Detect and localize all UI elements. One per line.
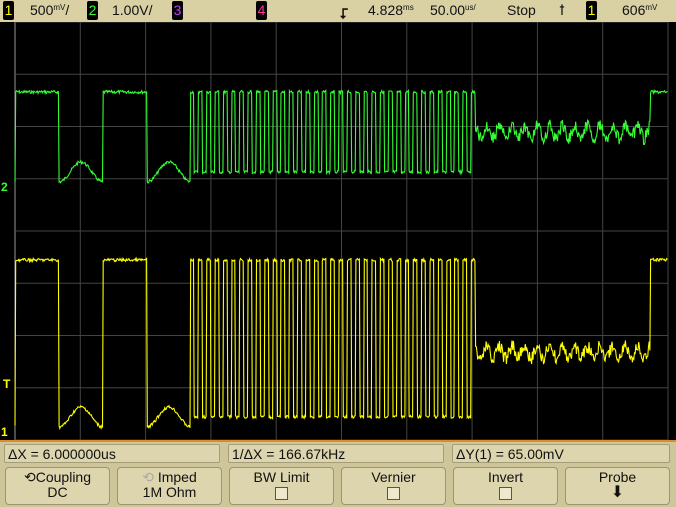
run-state: Stop — [507, 2, 536, 18]
ch1-ground-marker[interactable]: 1 — [1, 425, 8, 439]
trigger-position-icon: ⮦ — [340, 5, 349, 21]
rising-edge-icon: ꝉ — [559, 2, 565, 18]
invert-label: Invert — [487, 469, 523, 485]
vernier-label: Vernier — [371, 469, 416, 485]
vernier-checkbox[interactable] — [387, 487, 400, 500]
ch2-ground-marker[interactable]: 2 — [1, 180, 8, 194]
timebase-unit: us/ — [465, 3, 476, 12]
trigger-level-marker[interactable]: T — [3, 377, 11, 391]
vernier-softkey[interactable]: Vernier — [341, 467, 446, 505]
timebase-value: 50.00 — [430, 2, 466, 18]
timebase-readout: 50.00us/ — [430, 2, 476, 18]
ch2-waveform — [14, 88, 668, 184]
bw-limit-label: BW Limit — [253, 469, 310, 485]
ch1-indicator[interactable]: 1 — [3, 1, 14, 20]
coupling-value: DC — [47, 484, 68, 500]
down-arrow-icon: ⬇ — [610, 484, 625, 501]
bw-limit-checkbox[interactable] — [275, 487, 288, 500]
delay-unit: ms — [403, 3, 414, 12]
divider — [0, 440, 676, 442]
ch1-scale-unit: mV — [53, 3, 66, 12]
status-bar: 1 500mV/ 2 1.00V/ 3 4 ⮦ 4.828ms 50.00us/… — [0, 0, 676, 22]
trigger-level: 606mV — [622, 2, 657, 18]
coupling-label: Coupling — [35, 469, 91, 485]
trigger-level-unit: mV — [645, 3, 658, 12]
ch2-scale: 1.00V/ — [112, 2, 153, 18]
waveform-display: 2 T 1 — [0, 21, 676, 441]
ch2-indicator[interactable]: 2 — [87, 1, 98, 20]
invert-checkbox[interactable] — [499, 487, 512, 500]
ch1-scale: 500mV/ — [30, 2, 70, 18]
delta-y-readout: ΔY(1) = 65.00mV — [452, 444, 670, 463]
probe-label: Probe — [598, 469, 637, 485]
inv-delta-x-readout: 1/ΔX = 166.67kHz — [228, 444, 444, 463]
coupling-softkey[interactable]: ⟲Coupling DC — [5, 467, 110, 505]
ch1-waveform — [14, 256, 668, 431]
trigger-level-value: 606 — [622, 2, 646, 18]
ch1-scale-value: 500 — [30, 2, 54, 18]
impedance-softkey[interactable]: ⟲ Imped 1M Ohm — [117, 467, 222, 505]
softkey-panel: ΔX = 6.000000us 1/ΔX = 166.67kHz ΔY(1) =… — [0, 442, 676, 507]
rotary-knob-icon: ⟲ — [142, 469, 154, 485]
imped-value: 1M Ohm — [142, 484, 197, 500]
delay-value: 4.828 — [368, 2, 404, 18]
ch3-indicator[interactable]: 3 — [172, 1, 183, 20]
probe-softkey[interactable]: Probe ⬇ — [565, 467, 670, 505]
ch4-indicator[interactable]: 4 — [256, 1, 267, 20]
delay-readout: 4.828ms — [368, 2, 414, 18]
rotary-knob-icon: ⟲ — [24, 469, 36, 485]
invert-softkey[interactable]: Invert — [453, 467, 558, 505]
imped-label: Imped — [157, 469, 197, 485]
waveform-graticule — [14, 21, 669, 441]
trigger-source: 1 — [586, 1, 597, 20]
delta-x-readout: ΔX = 6.000000us — [4, 444, 220, 463]
bw-limit-softkey[interactable]: BW Limit — [229, 467, 334, 505]
